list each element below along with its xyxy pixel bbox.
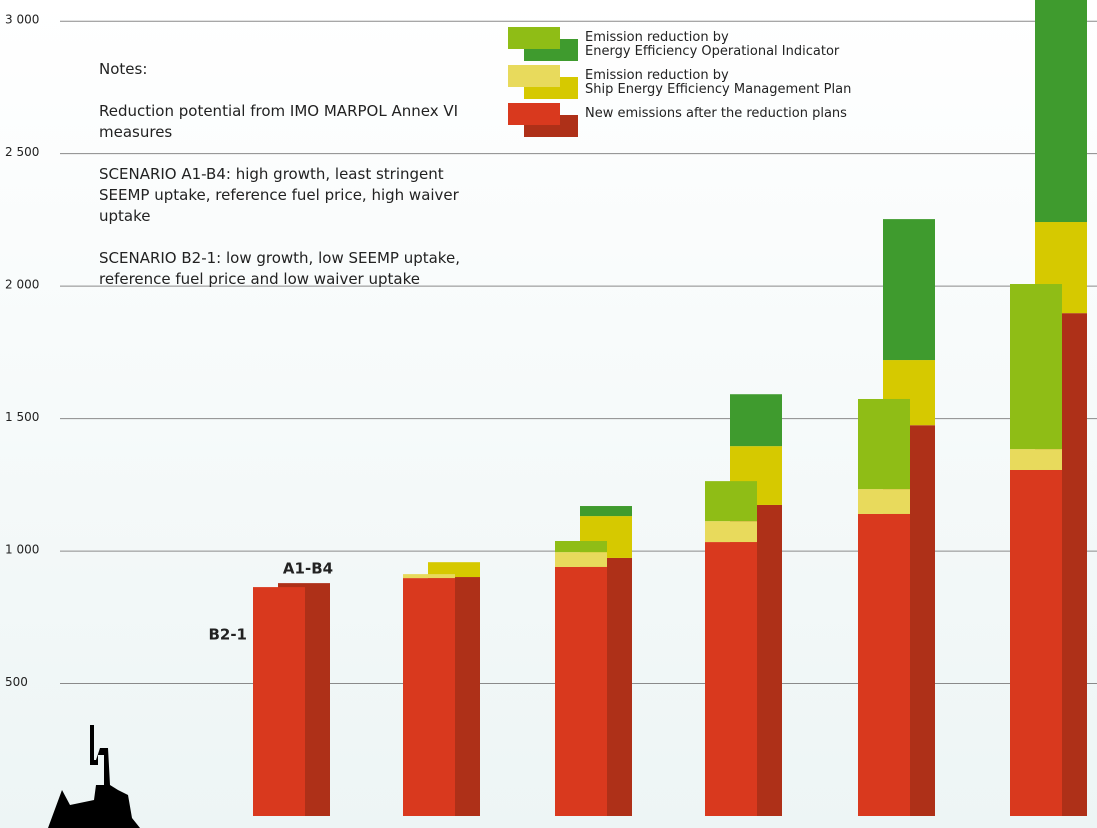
- bar-segment: [858, 489, 910, 514]
- y-tick-label: 2 500: [5, 145, 39, 159]
- bar-segment: [705, 542, 757, 816]
- notes-paragraph: SCENARIO A1-B4: high growth, least strin…: [99, 164, 460, 227]
- bar-segment: [1010, 470, 1062, 816]
- legend-swatch: [508, 65, 560, 87]
- bar-segment: [883, 219, 935, 360]
- bar-segment: [705, 481, 757, 521]
- legend-label: Emission reduction by Energy Efficiency …: [585, 31, 839, 59]
- legend-label: Emission reduction by Ship Energy Effici…: [585, 69, 851, 97]
- scenario-label: A1-B4: [283, 560, 333, 578]
- bar-segment: [253, 587, 305, 816]
- notes-paragraph: Reduction potential from IMO MARPOL Anne…: [99, 101, 460, 143]
- page: 500 1 000 1 500 2 000 2 500 3 000 B2-1 A1-B4 N…: [0, 0, 1097, 828]
- bar-segment: [403, 578, 455, 816]
- bar-segment: [555, 541, 607, 552]
- bar-segment: [1010, 284, 1062, 449]
- bar-segment: [580, 506, 632, 516]
- bar-segment: [730, 394, 782, 446]
- y-tick-label: 500: [5, 675, 28, 689]
- bar-segment: [858, 514, 910, 816]
- bar-segment: [1010, 449, 1062, 470]
- ship-silhouette: [48, 725, 140, 828]
- y-tick-label: 1 500: [5, 410, 39, 424]
- bar-segment: [705, 521, 757, 542]
- bar-segment: [1035, 0, 1087, 222]
- legend-swatch: [508, 27, 560, 49]
- notes-paragraph: SCENARIO B2-1: low growth, low SEEMP upt…: [99, 248, 460, 290]
- legend-swatch: [508, 103, 560, 125]
- bar-segment: [555, 567, 607, 816]
- y-tick-label: 1 000: [5, 543, 39, 557]
- y-tick-label: 3 000: [5, 13, 39, 27]
- bar-segment: [403, 574, 455, 578]
- bar-segment: [858, 399, 910, 489]
- legend-label: New emissions after the reduction plans: [585, 107, 847, 121]
- scenario-label: B2-1: [208, 626, 247, 644]
- y-tick-label: 2 000: [5, 278, 39, 292]
- notes: Notes: Reduction potential from IMO MARP…: [99, 38, 460, 311]
- bar-segment: [555, 552, 607, 567]
- notes-title: Notes:: [99, 59, 460, 80]
